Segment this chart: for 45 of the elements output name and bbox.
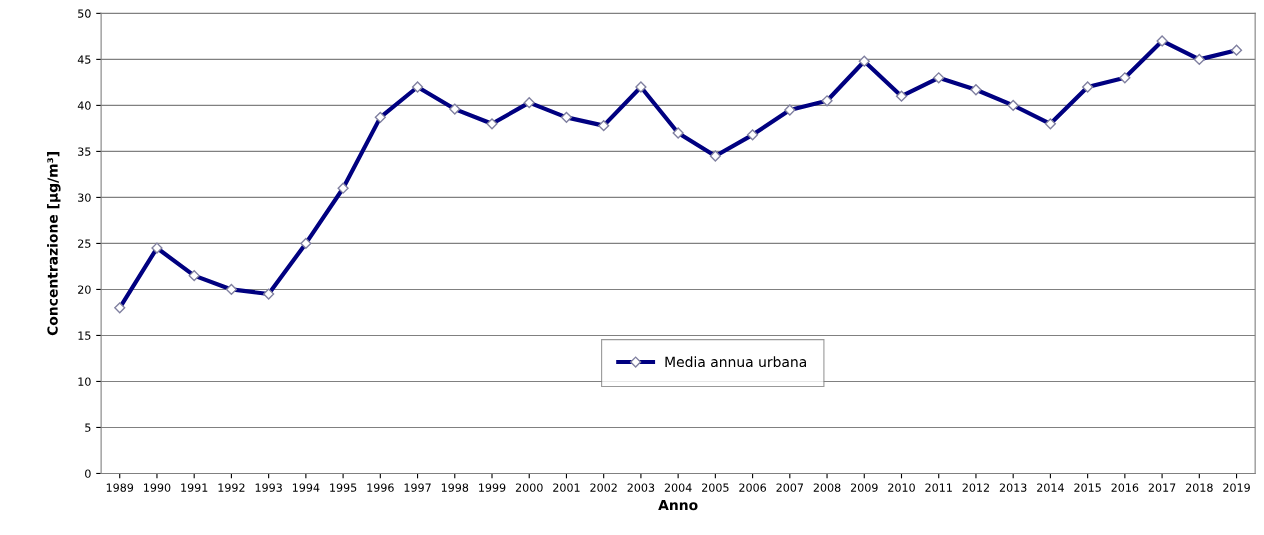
x-tick-label: 2015 [1074,483,1101,492]
x-tick-label: 1999 [479,483,506,492]
x-tick-label: 2003 [627,483,655,492]
x-tick-label: 2000 [515,483,543,492]
x-tick-label: 1992 [218,483,245,492]
x-tick-label: 2006 [739,483,767,492]
y-tick-label: 0 [85,469,91,478]
x-tick-label: 2002 [590,483,617,492]
x-tick-label: 2016 [1111,483,1139,492]
y-tick-label: 20 [78,285,91,294]
x-tick-label: 2012 [962,483,989,492]
x-tick-label: 2017 [1148,483,1176,492]
x-tick-label: 1993 [255,483,282,492]
x-tick-label: 2008 [813,483,841,492]
x-tick-label: 1996 [367,483,394,492]
x-tick-label: 1995 [330,483,357,492]
y-tick-label: 50 [78,9,91,18]
legend-label: Media annua urbana [665,356,806,368]
y-axis-title: Concentrazione [µg/m³] [47,152,61,336]
x-tick-label: 2001 [553,483,580,492]
x-tick-label: 2018 [1185,483,1213,492]
x-tick-label: 2004 [664,483,692,492]
y-tick-label: 45 [77,55,91,64]
x-tick-label: 1997 [404,483,431,492]
y-tick-label: 5 [85,423,91,432]
x-tick-label: 2007 [776,483,804,492]
y-tick-label: 15 [78,331,91,340]
x-tick-label: 1990 [144,483,171,492]
x-tick-label: 2009 [850,483,878,492]
x-tick-label: 2005 [702,483,729,492]
y-tick-label: 35 [78,147,91,156]
y-tick-label: 10 [78,377,91,386]
y-tick-label: 25 [78,239,91,248]
x-tick-label: 2019 [1223,483,1250,492]
x-tick-label: 2014 [1037,483,1064,492]
y-tick-label: 30 [78,193,91,202]
x-axis-title: Anno [658,499,698,511]
x-tick-label: 1991 [181,483,208,492]
x-tick-label: 2010 [888,483,915,492]
y-tick-label: 40 [77,101,91,110]
x-tick-label: 1998 [441,483,469,492]
x-tick-label: 1994 [292,483,320,492]
x-tick-label: 2013 [999,483,1027,492]
x-tick-label: 1989 [106,483,134,492]
x-tick-label: 2011 [925,483,952,492]
